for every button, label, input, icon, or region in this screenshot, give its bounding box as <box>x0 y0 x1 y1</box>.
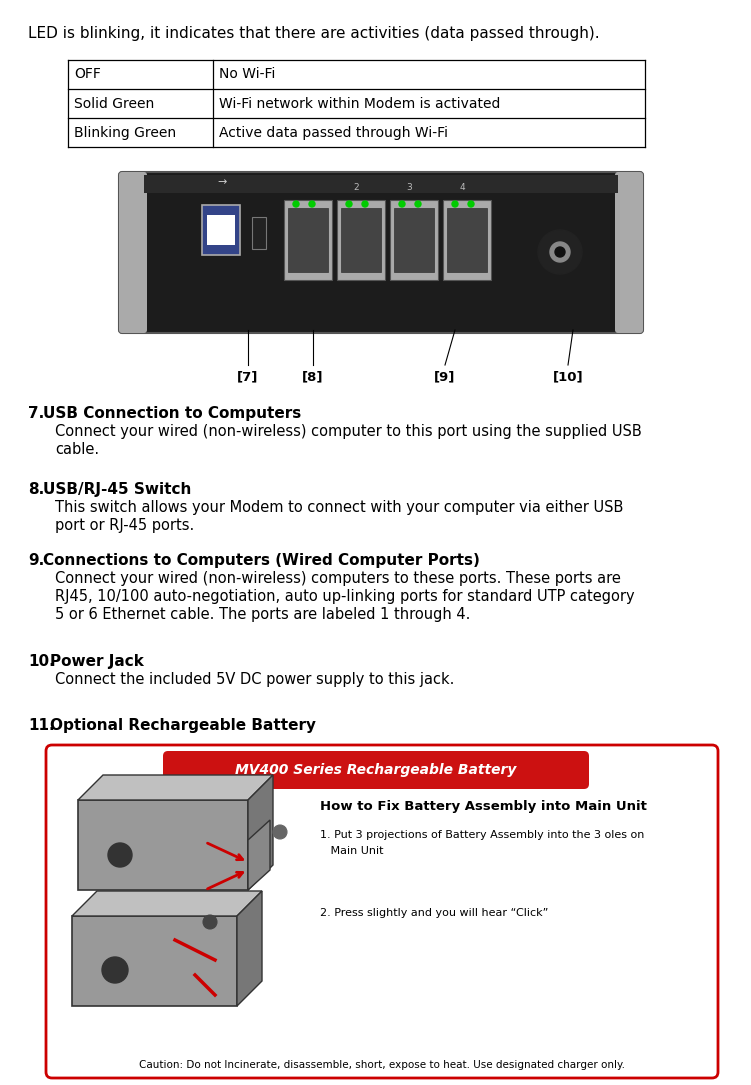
Bar <box>252 217 266 248</box>
Bar <box>78 800 248 890</box>
Text: No Wi-Fi: No Wi-Fi <box>219 67 276 81</box>
Text: Main Unit: Main Unit <box>320 846 384 856</box>
Polygon shape <box>237 891 262 1006</box>
Text: 4: 4 <box>459 182 465 191</box>
Text: Connections to Computers (Wired Computer Ports): Connections to Computers (Wired Computer… <box>43 553 480 569</box>
Bar <box>144 175 618 193</box>
Text: 3: 3 <box>406 182 412 191</box>
Circle shape <box>555 247 565 257</box>
Text: [10]: [10] <box>553 370 584 383</box>
Bar <box>394 208 434 272</box>
Text: Connect the included 5V DC power supply to this jack.: Connect the included 5V DC power supply … <box>55 672 454 687</box>
Text: [8]: [8] <box>302 370 324 383</box>
Text: Connect your wired (non-wireless) computers to these ports. These ports are: Connect your wired (non-wireless) comput… <box>55 571 621 586</box>
Text: →: → <box>217 177 227 187</box>
Text: 2: 2 <box>353 182 359 191</box>
Text: 8.: 8. <box>28 482 44 497</box>
FancyBboxPatch shape <box>46 745 718 1078</box>
Circle shape <box>102 957 128 983</box>
Text: 7.: 7. <box>28 406 44 421</box>
FancyBboxPatch shape <box>119 173 643 333</box>
Text: Power Jack: Power Jack <box>50 654 144 669</box>
Text: 10.: 10. <box>28 654 55 669</box>
Circle shape <box>362 201 368 207</box>
Text: Blinking Green: Blinking Green <box>74 126 176 140</box>
FancyBboxPatch shape <box>163 751 589 789</box>
Bar <box>288 208 328 272</box>
Text: Connect your wired (non-wireless) computer to this port using the supplied USB: Connect your wired (non-wireless) comput… <box>55 424 642 439</box>
Text: OFF: OFF <box>74 67 101 81</box>
Text: This switch allows your Modem to connect with your computer via either USB: This switch allows your Modem to connect… <box>55 500 623 515</box>
Text: LED is blinking, it indicates that there are activities (data passed through).: LED is blinking, it indicates that there… <box>28 26 599 41</box>
Circle shape <box>415 201 421 207</box>
FancyBboxPatch shape <box>615 173 643 333</box>
FancyBboxPatch shape <box>443 200 491 280</box>
Text: cable.: cable. <box>55 442 99 457</box>
Text: RJ45, 10/100 auto-negotiation, auto up-linking ports for standard UTP category: RJ45, 10/100 auto-negotiation, auto up-l… <box>55 589 635 604</box>
Bar <box>207 215 235 245</box>
Circle shape <box>550 242 570 261</box>
Text: USB/RJ-45 Switch: USB/RJ-45 Switch <box>43 482 192 497</box>
Text: Solid Green: Solid Green <box>74 97 154 111</box>
Text: Wi-Fi network within Modem is activated: Wi-Fi network within Modem is activated <box>219 97 500 111</box>
Circle shape <box>273 825 287 839</box>
Circle shape <box>203 915 217 929</box>
Text: 5 or 6 Ethernet cable. The ports are labeled 1 through 4.: 5 or 6 Ethernet cable. The ports are lab… <box>55 607 470 622</box>
Text: USB Connection to Computers: USB Connection to Computers <box>43 406 301 421</box>
Circle shape <box>468 201 474 207</box>
Bar <box>72 916 237 1006</box>
Text: port or RJ-45 ports.: port or RJ-45 ports. <box>55 518 195 533</box>
Text: Active data passed through Wi-Fi: Active data passed through Wi-Fi <box>219 126 448 140</box>
Polygon shape <box>72 891 262 916</box>
FancyBboxPatch shape <box>119 173 147 333</box>
Text: 9.: 9. <box>28 553 44 569</box>
FancyBboxPatch shape <box>202 205 240 255</box>
Circle shape <box>399 201 405 207</box>
Text: 11.: 11. <box>28 718 55 733</box>
FancyBboxPatch shape <box>390 200 438 280</box>
Text: [7]: [7] <box>237 370 258 383</box>
Text: Optional Rechargeable Battery: Optional Rechargeable Battery <box>50 718 316 733</box>
Circle shape <box>108 843 132 867</box>
Text: 1. Put 3 projections of Battery Assembly into the 3 oles on: 1. Put 3 projections of Battery Assembly… <box>320 830 644 840</box>
Circle shape <box>293 201 299 207</box>
Polygon shape <box>248 775 273 890</box>
Polygon shape <box>248 820 270 890</box>
Circle shape <box>309 201 315 207</box>
Text: How to Fix Battery Assembly into Main Unit: How to Fix Battery Assembly into Main Un… <box>320 800 647 813</box>
Text: MV400 Series Rechargeable Battery: MV400 Series Rechargeable Battery <box>235 763 517 777</box>
Polygon shape <box>78 775 273 800</box>
Circle shape <box>538 230 582 275</box>
FancyBboxPatch shape <box>284 200 332 280</box>
Text: 2. Press slightly and you will hear “Click”: 2. Press slightly and you will hear “Cli… <box>320 908 548 918</box>
Bar <box>447 208 487 272</box>
Circle shape <box>346 201 352 207</box>
Text: [9]: [9] <box>434 370 456 383</box>
Bar <box>341 208 381 272</box>
Text: Caution: Do not Incinerate, disassemble, short, expose to heat. Use designated c: Caution: Do not Incinerate, disassemble,… <box>139 1060 625 1070</box>
FancyBboxPatch shape <box>337 200 385 280</box>
Circle shape <box>452 201 458 207</box>
